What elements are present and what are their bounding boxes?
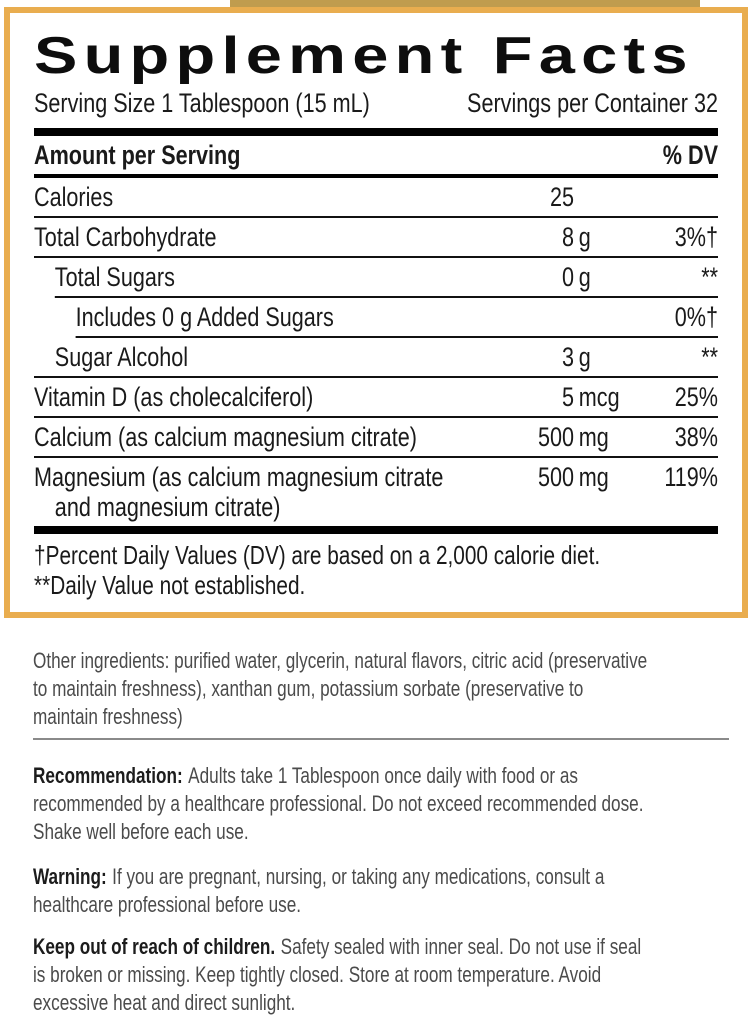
- nutrient-name: Magnesium (as calcium magnesium citrate …: [34, 462, 444, 522]
- nutrient-row-added-sugars: Includes 0 g Added Sugars 0%†: [34, 298, 718, 336]
- nutrient-name: Vitamin D (as cholecalciferol): [34, 382, 314, 412]
- header-rule: [34, 174, 718, 178]
- column-header-row: Amount per Serving % DV: [34, 136, 718, 174]
- warning-label: Warning:: [33, 864, 107, 889]
- nutrient-amount: 3 g: [561, 342, 591, 372]
- row-divider: [34, 456, 718, 458]
- serving-size: Serving Size 1 Tablespoon (15 mL): [34, 88, 370, 118]
- keep-out-of-reach-paragraph: Keep out of reach of children. Safety sea…: [33, 933, 746, 1017]
- row-divider: [54, 296, 719, 298]
- percent-dv-header: % DV: [662, 140, 718, 170]
- nutrient-dv: **: [701, 342, 718, 372]
- nutrient-dv: 0%†: [674, 302, 718, 332]
- keep-out-label: Keep out of reach of children.: [33, 934, 276, 959]
- nutrient-amount: 500 mg: [537, 462, 609, 492]
- nutrient-dv: 25%: [674, 382, 718, 412]
- nutrient-dv: **: [701, 262, 718, 292]
- nutrient-row-calories: Calories 25: [34, 178, 718, 216]
- recommendation-label: Recommendation:: [33, 763, 183, 788]
- row-divider: [34, 416, 718, 418]
- nutrient-amount: 500 mg: [537, 422, 609, 452]
- row-divider: [34, 376, 718, 378]
- nutrient-row-vitamin-d: Vitamin D (as cholecalciferol) 5 mcg 25%: [34, 378, 718, 416]
- nutrient-row-total-sugars: Total Sugars 0 g **: [34, 258, 718, 296]
- nutrient-name: Sugar Alcohol: [54, 342, 189, 372]
- servings-per-container: Servings per Container 32: [467, 88, 718, 118]
- nutrient-row-sugar-alcohol: Sugar Alcohol 3 g **: [34, 338, 718, 376]
- warning-text: If you are pregnant, nursing, or taking …: [33, 864, 605, 917]
- row-divider: [75, 336, 719, 338]
- recommendation-text: Adults take 1 Tablespoon once daily with…: [33, 763, 644, 844]
- nutrient-amount: 8 g: [561, 222, 591, 252]
- keep-out-text: Safety sealed with inner seal. Do not us…: [33, 934, 642, 1015]
- section-divider: [33, 738, 729, 740]
- thick-rule-top: [34, 128, 718, 136]
- nutrient-dv: 38%: [674, 422, 718, 452]
- other-ingredients-paragraph: Other ingredients: purified water, glyce…: [33, 647, 746, 731]
- nutrient-amount: 25: [549, 182, 574, 212]
- panel-title: Supplement Facts: [34, 27, 694, 85]
- amount-per-serving-header: Amount per Serving: [34, 140, 241, 170]
- nutrient-dv: 3%†: [674, 222, 718, 252]
- nutrient-row-calcium: Calcium (as calcium magnesium citrate) 5…: [34, 418, 718, 456]
- nutrient-name: Calcium (as calcium magnesium citrate): [34, 422, 417, 452]
- row-divider: [34, 216, 718, 218]
- nutrient-name: Includes 0 g Added Sugars: [75, 302, 334, 332]
- nutrient-name: Total Carbohydrate: [34, 222, 217, 252]
- thick-rule-bottom: [34, 526, 718, 534]
- nutrient-name: Calories: [34, 182, 114, 212]
- nutrient-row-total-carbohydrate: Total Carbohydrate 8 g 3%†: [34, 218, 718, 256]
- nutrient-name: Total Sugars: [54, 262, 175, 292]
- label-text-sections: Other ingredients: purified water, glyce…: [33, 618, 756, 1017]
- serving-info: Serving Size 1 Tablespoon (15 mL) Servin…: [34, 85, 718, 128]
- nutrient-amount: 0 g: [561, 262, 591, 292]
- other-ingredients-text: Other ingredients: purified water, glyce…: [33, 648, 648, 729]
- top-edge-strip: [230, 0, 700, 7]
- nutrient-amount: 5 mcg: [561, 382, 620, 412]
- dv-footnotes: †Percent Daily Values (DV) are based on …: [34, 540, 601, 600]
- warning-paragraph: Warning: If you are pregnant, nursing, or…: [33, 863, 746, 919]
- recommendation-paragraph: Recommendation: Adults take 1 Tablespoon …: [33, 762, 746, 846]
- nutrient-dv: 119%: [664, 462, 718, 492]
- nutrient-row-magnesium: Magnesium (as calcium magnesium citrate …: [34, 458, 718, 526]
- row-divider: [34, 256, 718, 258]
- supplement-facts-panel: Supplement Facts Serving Size 1 Tablespo…: [4, 7, 748, 618]
